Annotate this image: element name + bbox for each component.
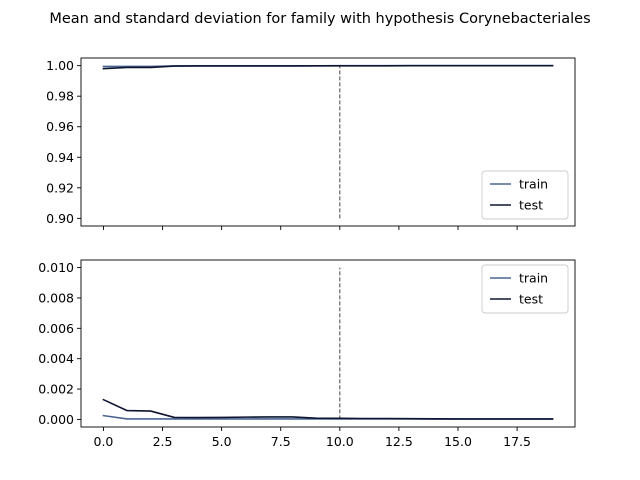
legend-label-test: test — [519, 292, 543, 307]
x-tick-label: 2.5 — [153, 434, 173, 449]
y-tick-label: 0.006 — [38, 321, 74, 336]
legend-label-test: test — [519, 198, 543, 213]
x-tick-label: 0.0 — [94, 434, 114, 449]
figure-title: Mean and standard deviation for family w… — [49, 11, 590, 27]
series-line-test — [102, 64, 554, 70]
legend: train test — [481, 170, 569, 220]
y-tick-label: 0.002 — [38, 382, 74, 397]
legend: train test — [481, 264, 569, 314]
y-tick-label: 0.92 — [46, 180, 74, 195]
y-tick-label: 0.98 — [46, 89, 74, 104]
y-tick-label: 0.96 — [46, 119, 74, 134]
y-tick-label: 0.004 — [38, 351, 74, 366]
x-tick-label: 17.5 — [503, 434, 531, 449]
legend-label-train: train — [519, 177, 548, 192]
y-tick-label: 0.000 — [38, 412, 74, 427]
y-tick-label: 0.008 — [38, 290, 74, 305]
x-tick-label: 10.0 — [326, 434, 354, 449]
x-tick-label: 5.0 — [212, 434, 232, 449]
axes-frame — [80, 259, 576, 428]
legend-label-train: train — [519, 271, 548, 286]
y-tick-label: 0.94 — [46, 150, 74, 165]
legend-box — [481, 264, 569, 314]
y-tick-label: 1.00 — [46, 58, 74, 73]
x-tick-label: 7.5 — [271, 434, 291, 449]
x-tick-label: 15.0 — [444, 434, 472, 449]
y-tick-label: 0.90 — [46, 211, 74, 226]
legend-box — [481, 170, 569, 220]
axes-std: 0.000 0.002 0.004 0.006 0.008 0.010 0.0 2.5 5.0 7… — [38, 259, 576, 449]
axes-frame — [80, 57, 576, 227]
y-tick-label: 0.010 — [38, 260, 74, 275]
axes-mean: 0.90 0.92 0.94 0.96 0.98 1.00 train test — [46, 57, 576, 230]
series-line-test — [102, 398, 554, 420]
x-tick-label: 12.5 — [385, 434, 413, 449]
